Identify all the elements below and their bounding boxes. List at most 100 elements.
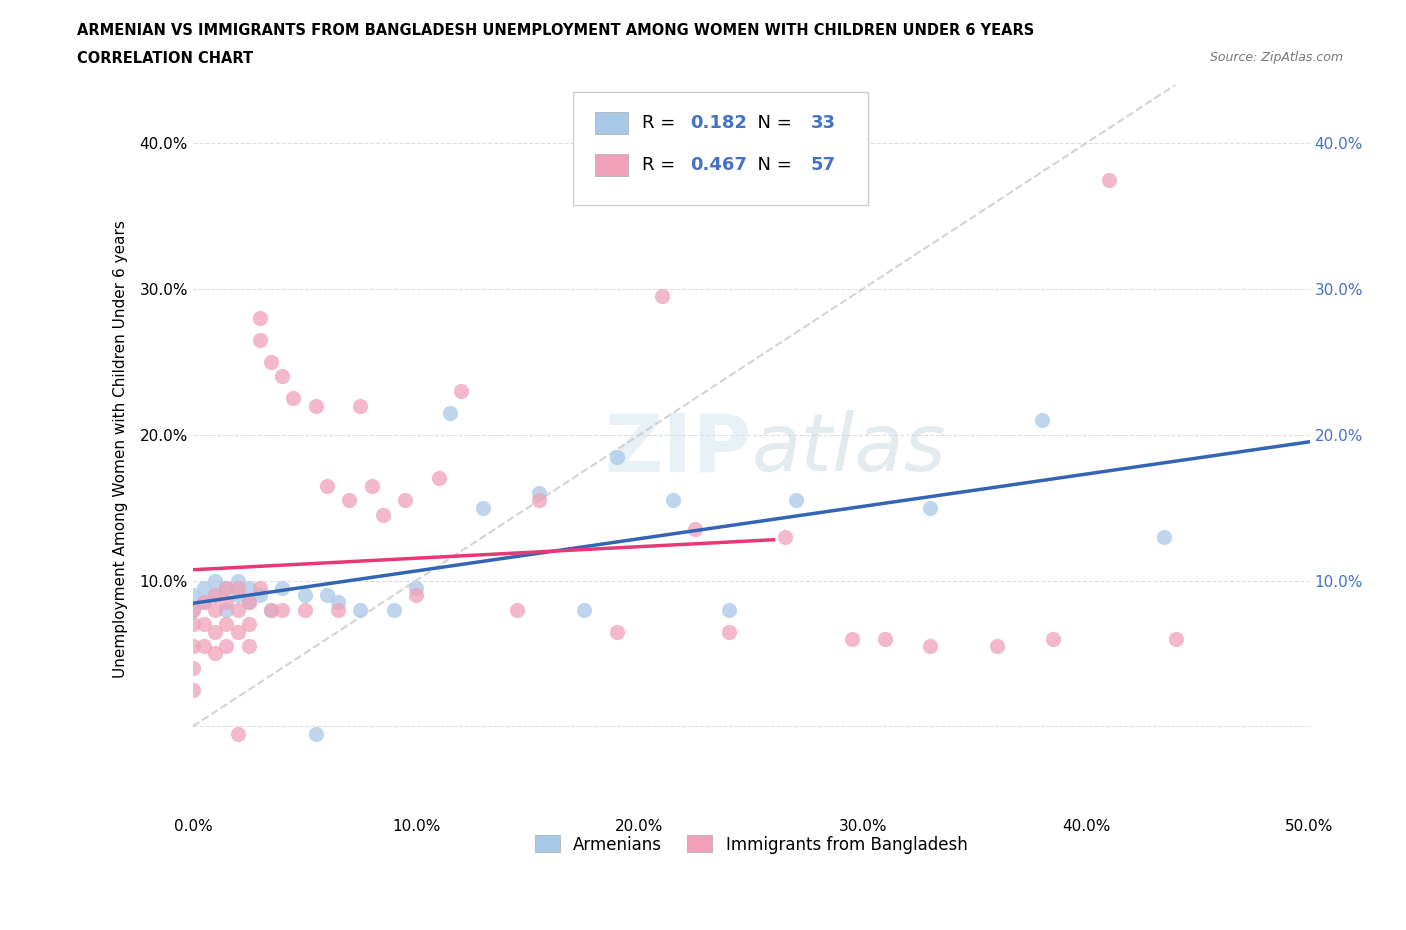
Point	[226, 624, 249, 639]
Point	[439, 405, 461, 420]
Point	[193, 639, 215, 654]
Point	[717, 624, 740, 639]
Text: 0.182: 0.182	[690, 114, 747, 132]
Point	[315, 478, 337, 493]
Point	[360, 478, 382, 493]
Point	[662, 493, 685, 508]
Point	[450, 383, 472, 398]
Point	[204, 588, 226, 603]
Point	[204, 573, 226, 588]
Point	[349, 398, 371, 413]
Point	[238, 595, 260, 610]
Text: R =: R =	[641, 114, 681, 132]
Point	[238, 639, 260, 654]
Point	[226, 573, 249, 588]
Point	[305, 398, 328, 413]
Point	[193, 595, 215, 610]
Point	[215, 580, 238, 595]
Point	[606, 624, 628, 639]
Point	[326, 595, 349, 610]
Point	[918, 639, 941, 654]
Point	[394, 493, 416, 508]
Point	[337, 493, 360, 508]
Point	[294, 603, 316, 618]
Point	[260, 603, 283, 618]
Point	[181, 588, 204, 603]
Point	[472, 500, 495, 515]
Point	[405, 580, 427, 595]
Text: atlas: atlas	[751, 410, 946, 488]
Point	[181, 639, 204, 654]
FancyBboxPatch shape	[595, 154, 628, 176]
Point	[785, 493, 807, 508]
Y-axis label: Unemployment Among Women with Children Under 6 years: Unemployment Among Women with Children U…	[114, 220, 128, 678]
Point	[215, 617, 238, 631]
Point	[349, 603, 371, 618]
Point	[315, 588, 337, 603]
Point	[427, 471, 450, 485]
Point	[986, 639, 1008, 654]
Point	[1042, 631, 1064, 646]
Point	[841, 631, 863, 646]
Text: N =: N =	[745, 156, 797, 174]
Point	[773, 529, 796, 544]
Text: Source: ZipAtlas.com: Source: ZipAtlas.com	[1209, 51, 1343, 64]
Point	[204, 624, 226, 639]
Point	[1097, 172, 1119, 187]
Point	[875, 631, 897, 646]
Point	[238, 595, 260, 610]
Point	[215, 580, 238, 595]
Point	[382, 603, 405, 618]
Point	[204, 646, 226, 661]
Point	[249, 333, 271, 348]
FancyBboxPatch shape	[595, 113, 628, 134]
Point	[215, 639, 238, 654]
Point	[181, 617, 204, 631]
Point	[606, 449, 628, 464]
Text: CORRELATION CHART: CORRELATION CHART	[77, 51, 253, 66]
Point	[238, 580, 260, 595]
Point	[260, 603, 283, 618]
Point	[226, 603, 249, 618]
Point	[651, 288, 673, 303]
Point	[326, 603, 349, 618]
Point	[226, 580, 249, 595]
Point	[193, 580, 215, 595]
Text: 57: 57	[810, 156, 835, 174]
FancyBboxPatch shape	[572, 92, 869, 205]
Point	[260, 354, 283, 369]
Point	[226, 588, 249, 603]
Point	[271, 369, 294, 384]
Text: 0.467: 0.467	[690, 156, 747, 174]
Point	[193, 595, 215, 610]
Point	[717, 603, 740, 618]
Point	[226, 726, 249, 741]
Point	[271, 603, 294, 618]
Text: ZIP: ZIP	[605, 410, 751, 488]
Point	[249, 580, 271, 595]
Point	[215, 595, 238, 610]
Text: N =: N =	[745, 114, 797, 132]
Point	[283, 391, 305, 405]
Point	[1031, 413, 1053, 428]
Point	[181, 603, 204, 618]
Text: 33: 33	[810, 114, 835, 132]
Point	[181, 603, 204, 618]
Text: ARMENIAN VS IMMIGRANTS FROM BANGLADESH UNEMPLOYMENT AMONG WOMEN WITH CHILDREN UN: ARMENIAN VS IMMIGRANTS FROM BANGLADESH U…	[77, 23, 1035, 38]
Point	[527, 485, 550, 500]
Point	[204, 588, 226, 603]
Point	[371, 508, 394, 523]
Point	[294, 588, 316, 603]
Point	[271, 580, 294, 595]
Point	[249, 311, 271, 325]
Point	[685, 522, 707, 537]
Point	[181, 683, 204, 698]
Text: R =: R =	[641, 156, 681, 174]
Point	[405, 588, 427, 603]
Point	[305, 726, 328, 741]
Point	[572, 603, 595, 618]
Legend: Armenians, Immigrants from Bangladesh: Armenians, Immigrants from Bangladesh	[529, 829, 974, 860]
Point	[249, 588, 271, 603]
Point	[238, 617, 260, 631]
Point	[215, 603, 238, 618]
